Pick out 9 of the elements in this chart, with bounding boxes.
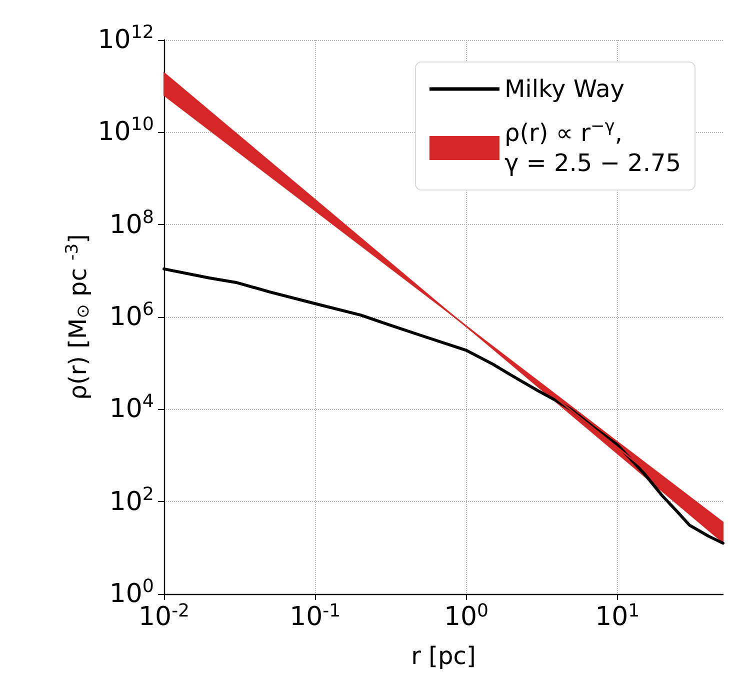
y-tick-label: 10$^{10}$ <box>98 114 154 148</box>
legend-label: Milky Way <box>504 75 624 103</box>
y-tick-label: 10$^{8}$ <box>109 206 154 241</box>
y-axis-title: ρ(r) [M⊙ pc -3] <box>62 234 94 400</box>
x-axis-title: r [pc] <box>411 642 476 670</box>
y-tick-label: 10$^{2}$ <box>109 484 154 518</box>
y-tick-label: 10$^{4}$ <box>109 391 154 426</box>
y-tick-label: 10$^{6}$ <box>109 299 154 333</box>
y-tick-label: 10$^{12}$ <box>98 22 154 56</box>
